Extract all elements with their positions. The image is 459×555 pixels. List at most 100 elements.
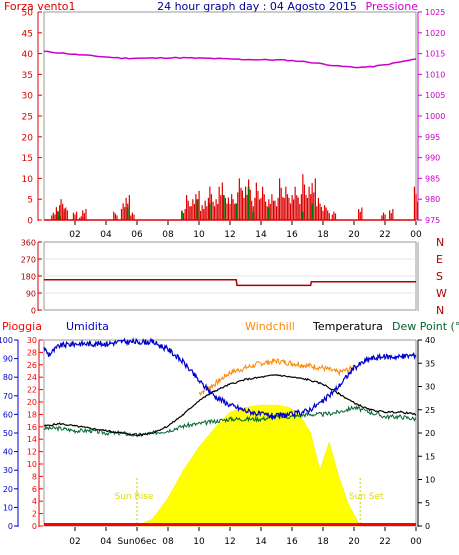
pressure-y-tick-label: 975	[425, 216, 440, 225]
rain-y-tick-label: 28	[27, 348, 37, 357]
windchill-label: Windchill	[245, 320, 295, 333]
temperature-label: Temperatura	[312, 320, 383, 333]
climate-x-tick-label: 02	[69, 537, 80, 547]
rain-y-tick-label: 10	[27, 460, 37, 469]
temperature-y-ticks: 0 5 10 15 20 25 30 35 40	[418, 336, 435, 531]
pressure-y-tick-label: 1025	[425, 8, 445, 17]
pressure-line	[44, 50, 417, 69]
rain-y-tick-label: 4	[32, 497, 37, 506]
humidity-y-tick-label: 70	[3, 392, 13, 401]
wind-y-tick-label: 25	[22, 113, 33, 123]
humidity-y-ticks: 0 10 20 30 40 50 60 70 80 90 100	[0, 336, 18, 531]
wind-x-tick-label: 12	[224, 230, 235, 240]
temperature-y-tick-label: 40	[425, 336, 435, 345]
direction-y-tick-label: 180	[21, 273, 36, 282]
wind-x-tick-label: 16	[286, 230, 298, 240]
pressure-y-tick-label: 1010	[425, 70, 445, 79]
climate-x-tick-label: 04	[100, 537, 112, 547]
temperature-y-tick-label: 10	[425, 476, 435, 485]
wind-x-tick-label: 00	[410, 230, 422, 240]
pressure-y-ticks: 975 980 985 990 995 1000 1005 1010 1015 1020 1025	[418, 8, 445, 225]
humidity-y-tick-label: 50	[3, 429, 13, 438]
humidity-y-tick-label: 30	[3, 466, 13, 475]
wind-panel-frame	[43, 11, 417, 221]
sunrise-label: Sun Rise	[115, 492, 154, 502]
compass-label: N	[436, 236, 444, 249]
wind-y-tick-label: 40	[22, 50, 34, 60]
pressure-y-tick-label: 1005	[425, 91, 445, 100]
wind-y-tick-label: 0	[27, 217, 33, 227]
climate-x-tick-label: 20	[348, 537, 360, 547]
rain-y-tick-label: 22	[27, 386, 37, 395]
wind-x-tick-label: 02	[69, 230, 80, 240]
wind-y-tick-label: 45	[22, 29, 33, 39]
compass-label: S	[436, 270, 443, 283]
rain-y-tick-label: 8	[32, 472, 37, 481]
wind-speed-label: Forza vento1	[4, 0, 76, 13]
dewpoint-line	[43, 405, 417, 437]
humidity-y-tick-label: 100	[0, 336, 13, 345]
wind-x-tick-label: 06	[131, 230, 143, 240]
gust-bars	[57, 186, 314, 220]
windchill-line	[198, 357, 355, 396]
humidity-y-tick-label: 80	[3, 373, 13, 382]
wind-x-tick-label: 04	[100, 230, 112, 240]
humidity-y-tick-label: 90	[3, 355, 13, 364]
direction-grid	[44, 258, 416, 294]
climate-x-tick-label: 18	[317, 537, 329, 547]
rain-label: Pioggia	[2, 320, 42, 333]
temperature-y-tick-label: 30	[425, 383, 435, 392]
rain-y-tick-label: 2	[32, 510, 37, 519]
wind-x-tick-label: 18	[317, 230, 329, 240]
humidity-y-tick-label: 60	[3, 410, 13, 419]
humidity-line	[43, 337, 417, 421]
rain-y-tick-label: 18	[27, 410, 37, 419]
temperature-y-tick-label: 25	[425, 406, 435, 415]
chart-title: 24 hour graph day : 04 Agosto 2015	[157, 0, 357, 13]
temperature-y-tick-label: 15	[425, 452, 435, 461]
climate-x-tick-label: 08	[162, 537, 174, 547]
climate-x-tick-label: Sun06ec	[117, 537, 156, 547]
humidity-label: Umidita	[66, 320, 109, 333]
rain-y-tick-label: 26	[27, 361, 37, 370]
wind-y-tick-label: 5	[27, 196, 33, 206]
temperature-y-tick-label: 20	[425, 429, 435, 438]
direction-y-ticks: 0 90 180 270 360	[21, 239, 42, 316]
wind-direction-line	[44, 279, 416, 287]
wind-y-tick-label: 20	[22, 133, 34, 143]
rain-y-tick-label: 12	[27, 448, 37, 457]
compass-label: E	[436, 253, 443, 266]
wind-bars	[51, 174, 419, 220]
climate-x-tick-label: 00	[410, 537, 422, 547]
wind-x-tick-label: 14	[255, 230, 267, 240]
climate-x-tick-label: 12	[224, 537, 235, 547]
wind-y-tick-label: 35	[22, 71, 33, 81]
rain-baseline-bar	[44, 523, 416, 526]
climate-x-tick-label: 22	[379, 537, 390, 547]
wind-x-tick-label: 20	[348, 230, 360, 240]
rain-y-tick-label: 16	[27, 423, 37, 432]
pressure-y-tick-label: 985	[425, 174, 440, 183]
rain-y-tick-label: 20	[27, 398, 37, 407]
rain-y-tick-label: 24	[27, 373, 37, 382]
rain-y-tick-label: 6	[32, 485, 37, 494]
humidity-y-tick-label: 20	[3, 485, 13, 494]
rain-y-tick-label: 30	[27, 336, 37, 345]
sunset-label: Sun Set	[349, 492, 384, 502]
temperature-y-tick-label: 0	[425, 522, 430, 531]
wind-y-tick-label: 50	[22, 9, 34, 19]
pressure-y-tick-label: 995	[425, 133, 440, 142]
wind-x-ticks: 02 04 06 08 10 12 14 16 18 20 22 00	[69, 221, 422, 240]
rain-y-tick-label: 14	[27, 435, 37, 444]
dewpoint-label: Dew Point (°C	[392, 320, 459, 333]
pressure-y-tick-label: 1020	[425, 29, 445, 38]
rain-y-tick-label: 0	[32, 522, 37, 531]
climate-x-ticks: 02 04 Sun06ec 08 10 12 14 16 18 20 22 00	[69, 527, 422, 547]
direction-y-tick-label: 0	[31, 307, 36, 316]
direction-y-tick-label: 360	[21, 239, 36, 248]
wind-x-tick-label: 10	[193, 230, 205, 240]
humidity-y-tick-label: 0	[8, 522, 13, 531]
